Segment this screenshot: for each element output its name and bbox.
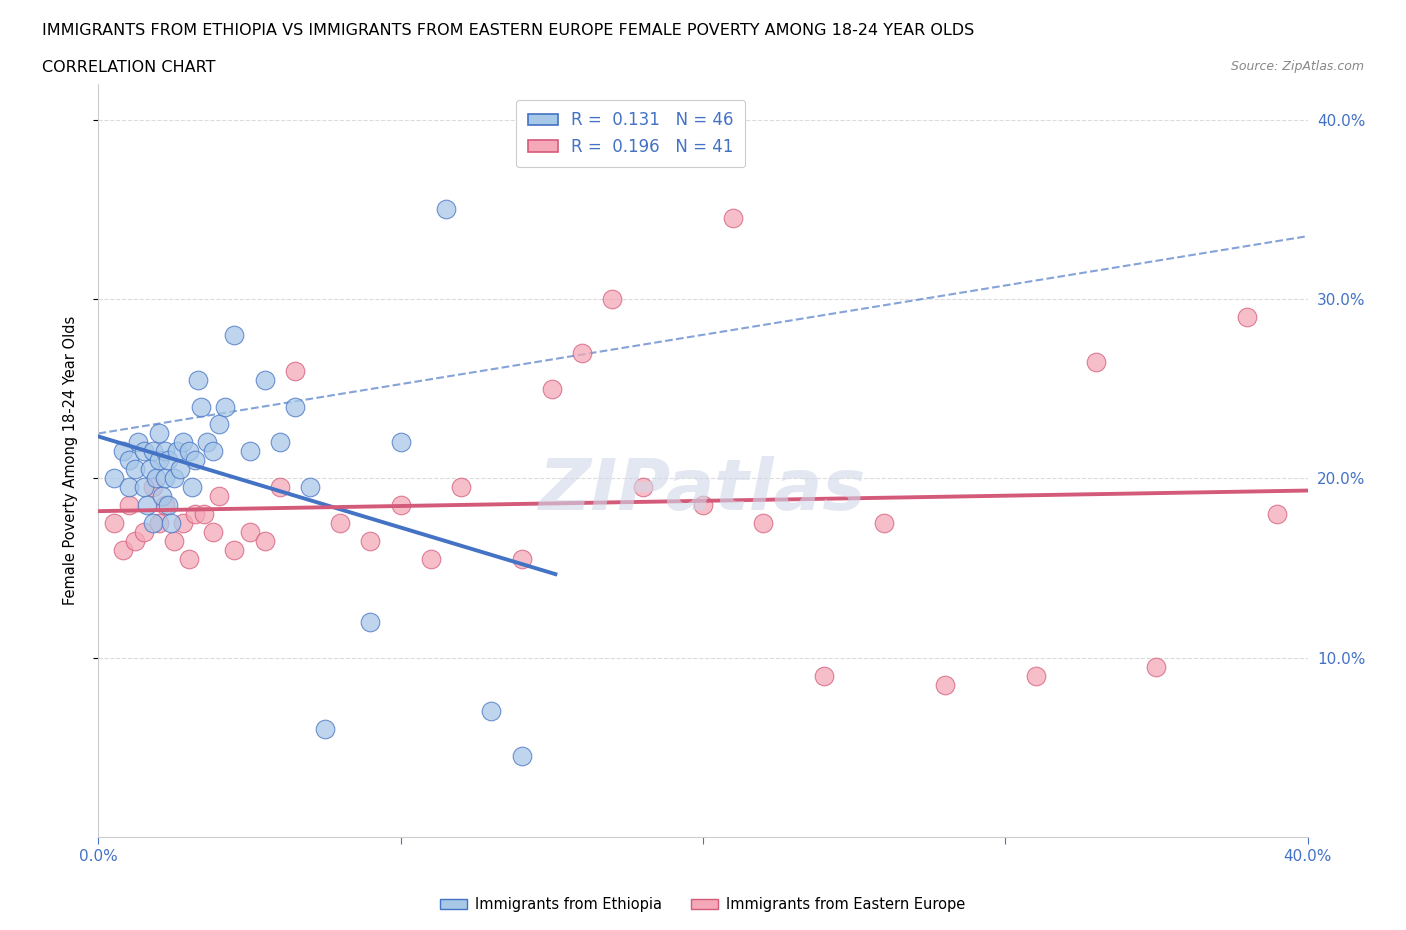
- Point: [284, 364, 307, 379]
- Point: [723, 211, 745, 226]
- Point: [153, 498, 176, 512]
- Point: [193, 507, 215, 522]
- Point: [389, 435, 412, 450]
- Point: [166, 444, 188, 458]
- Point: [184, 507, 207, 522]
- Point: [172, 435, 194, 450]
- Point: [631, 480, 654, 495]
- Point: [253, 534, 276, 549]
- Point: [239, 444, 262, 458]
- Point: [1144, 659, 1167, 674]
- Point: [253, 372, 276, 387]
- Point: [360, 615, 382, 630]
- Point: [1085, 354, 1108, 369]
- Legend: R =  0.131   N = 46, R =  0.196   N = 41: R = 0.131 N = 46, R = 0.196 N = 41: [516, 100, 745, 167]
- Text: Source: ZipAtlas.com: Source: ZipAtlas.com: [1230, 60, 1364, 73]
- Point: [208, 417, 231, 432]
- Point: [153, 471, 176, 485]
- Y-axis label: Female Poverty Among 18-24 Year Olds: Female Poverty Among 18-24 Year Olds: [63, 315, 77, 605]
- Point: [132, 444, 155, 458]
- Point: [510, 749, 533, 764]
- Point: [202, 444, 225, 458]
- Point: [142, 480, 165, 495]
- Point: [299, 480, 322, 495]
- Point: [145, 471, 167, 485]
- Point: [329, 515, 352, 530]
- Point: [118, 498, 141, 512]
- Point: [127, 435, 149, 450]
- Point: [103, 471, 125, 485]
- Point: [420, 551, 443, 566]
- Point: [752, 515, 775, 530]
- Point: [214, 399, 236, 414]
- Point: [132, 525, 155, 539]
- Point: [156, 498, 179, 512]
- Point: [153, 444, 176, 458]
- Point: [118, 453, 141, 468]
- Point: [813, 668, 835, 683]
- Point: [179, 444, 201, 458]
- Point: [156, 453, 179, 468]
- Point: [163, 534, 186, 549]
- Point: [314, 722, 336, 737]
- Point: [150, 489, 173, 504]
- Point: [142, 515, 165, 530]
- Point: [135, 498, 157, 512]
- Point: [450, 480, 472, 495]
- Point: [190, 399, 212, 414]
- Point: [172, 515, 194, 530]
- Point: [195, 435, 218, 450]
- Point: [540, 381, 562, 396]
- Point: [510, 551, 533, 566]
- Point: [124, 534, 146, 549]
- Point: [118, 480, 141, 495]
- Point: [111, 542, 134, 557]
- Point: [163, 471, 186, 485]
- Point: [187, 372, 209, 387]
- Point: [481, 704, 503, 719]
- Point: [208, 489, 231, 504]
- Point: [239, 525, 262, 539]
- Point: [132, 480, 155, 495]
- Point: [169, 462, 191, 477]
- Point: [269, 480, 291, 495]
- Point: [224, 542, 246, 557]
- Text: IMMIGRANTS FROM ETHIOPIA VS IMMIGRANTS FROM EASTERN EUROPE FEMALE POVERTY AMONG : IMMIGRANTS FROM ETHIOPIA VS IMMIGRANTS F…: [42, 23, 974, 38]
- Point: [284, 399, 307, 414]
- Point: [1024, 668, 1046, 683]
- Point: [269, 435, 291, 450]
- Point: [179, 551, 201, 566]
- Point: [602, 291, 624, 306]
- Point: [142, 444, 165, 458]
- Point: [1267, 507, 1289, 522]
- Text: CORRELATION CHART: CORRELATION CHART: [42, 60, 215, 75]
- Point: [148, 515, 170, 530]
- Point: [389, 498, 412, 512]
- Point: [139, 462, 162, 477]
- Point: [360, 534, 382, 549]
- Point: [202, 525, 225, 539]
- Text: ZIPatlas: ZIPatlas: [540, 456, 866, 525]
- Point: [103, 515, 125, 530]
- Legend: Immigrants from Ethiopia, Immigrants from Eastern Europe: Immigrants from Ethiopia, Immigrants fro…: [434, 891, 972, 918]
- Point: [571, 345, 593, 360]
- Point: [124, 462, 146, 477]
- Point: [873, 515, 896, 530]
- Point: [181, 480, 204, 495]
- Point: [184, 453, 207, 468]
- Point: [692, 498, 714, 512]
- Point: [224, 327, 246, 342]
- Point: [148, 453, 170, 468]
- Point: [148, 426, 170, 441]
- Point: [160, 515, 183, 530]
- Point: [934, 677, 956, 692]
- Point: [1236, 310, 1258, 325]
- Point: [111, 444, 134, 458]
- Point: [434, 202, 457, 217]
